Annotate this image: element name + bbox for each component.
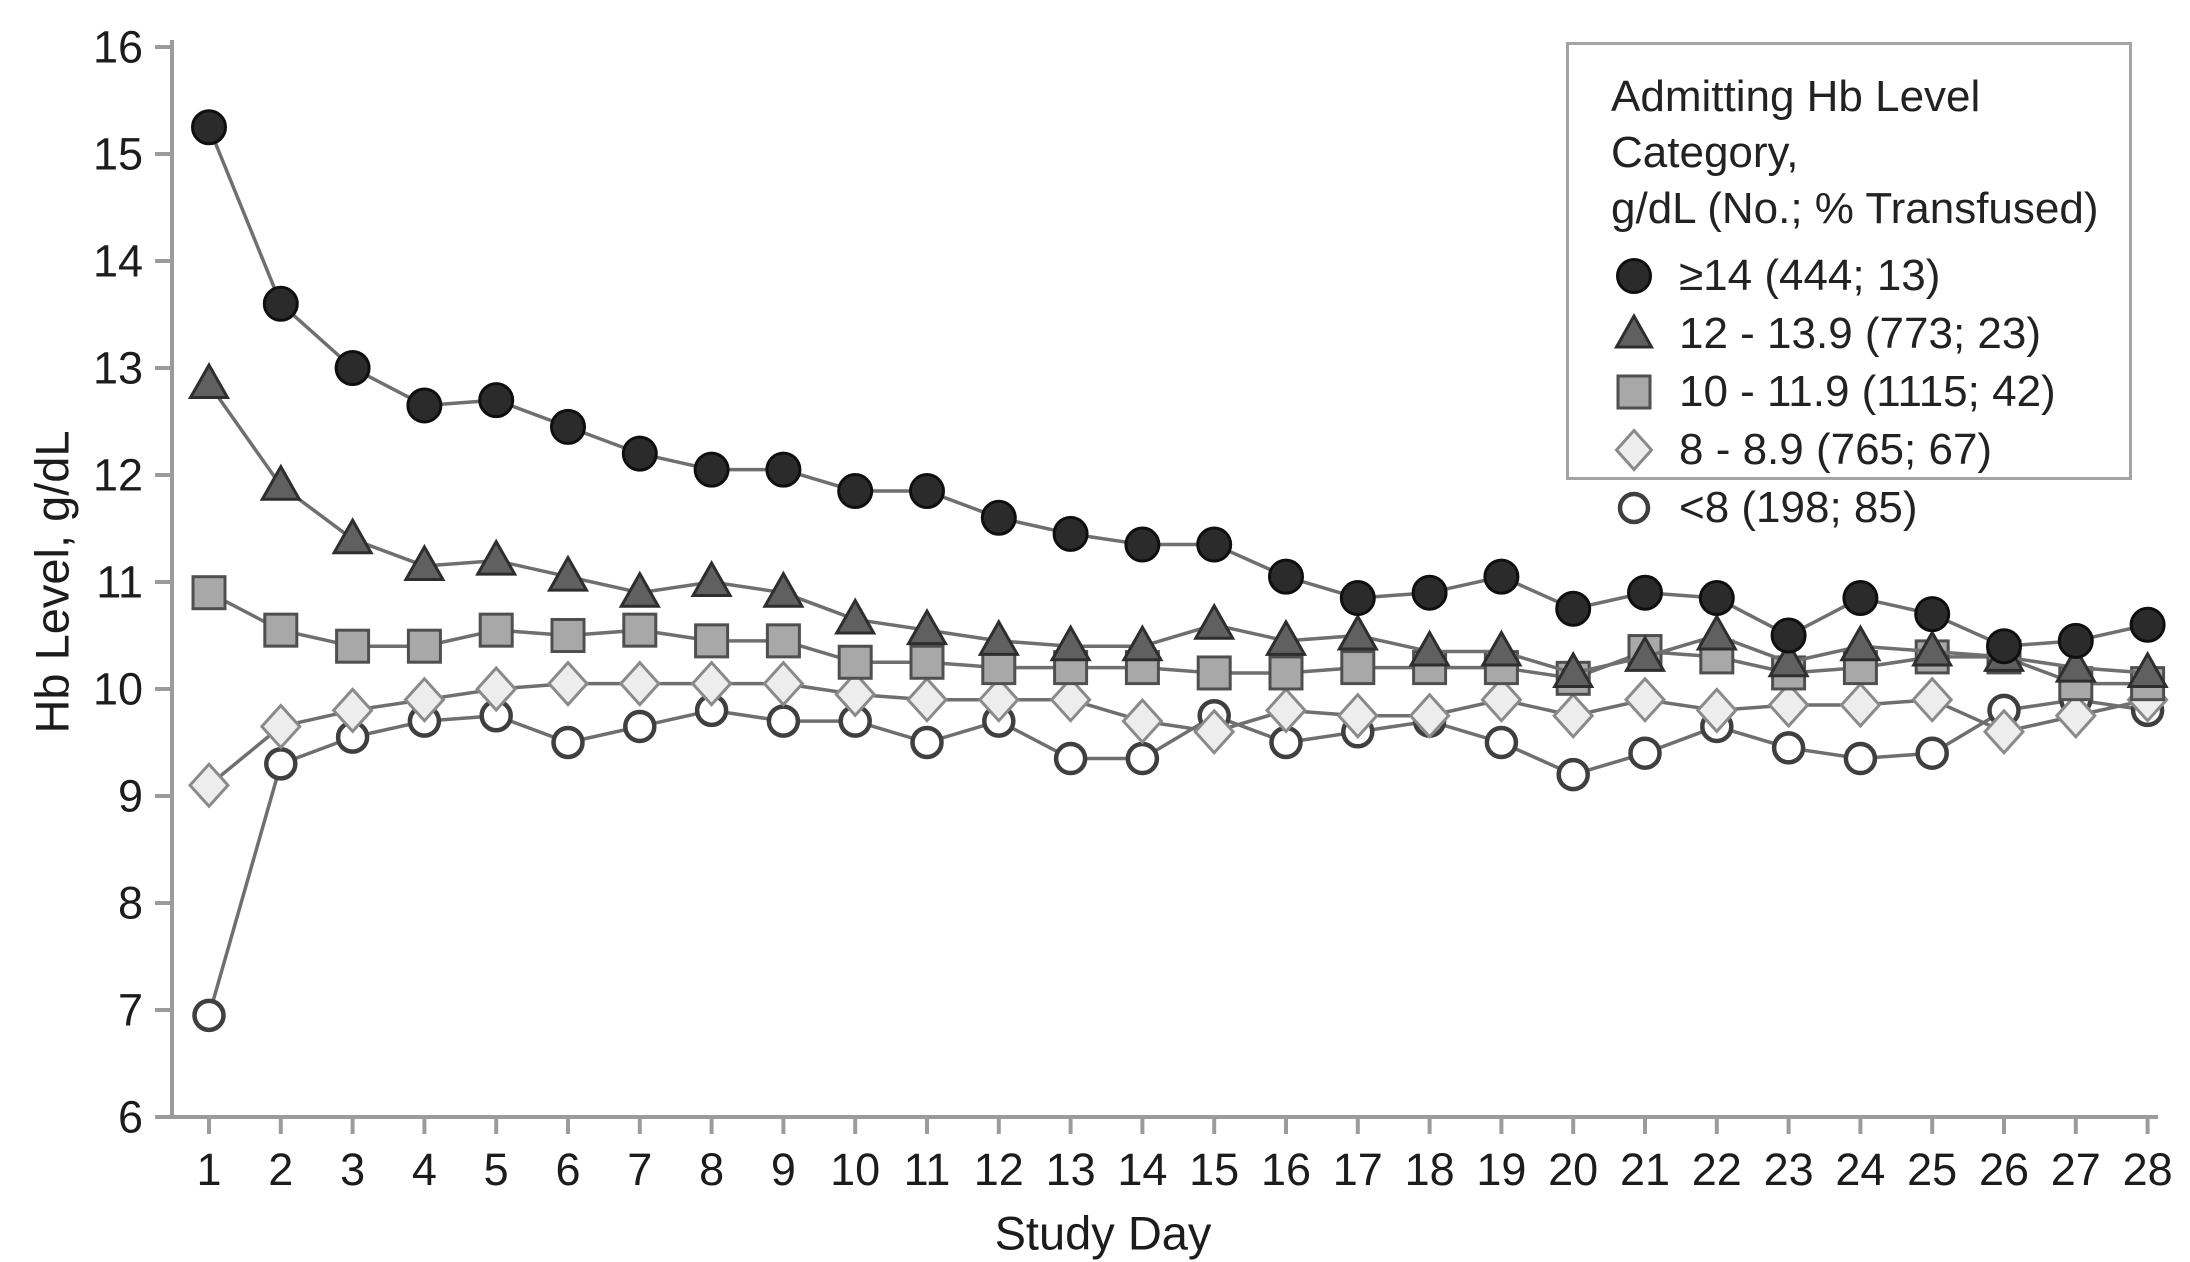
x-tick-label: 24 (1835, 1144, 1885, 1195)
x-tick-label: 15 (1189, 1144, 1239, 1195)
y-tick-label: 12 (93, 450, 143, 501)
y-tick-labels: 6 7 8 9 10 11 12 13 14 15 16 (93, 22, 143, 1143)
x-tick-label: 14 (1117, 1144, 1167, 1195)
series-open-circle (192, 682, 2165, 1033)
square-marker-icon (1611, 369, 1657, 415)
diamond-marker-icon (1611, 427, 1657, 473)
x-tick-label: 11 (904, 1144, 951, 1195)
x-tick-label: 20 (1548, 1144, 1598, 1195)
legend-item: 12 - 13.9 (773; 23) (1611, 305, 2129, 363)
x-tick-label: 22 (1692, 1144, 1742, 1195)
triangle-marker-icon (1611, 311, 1657, 357)
x-tick-label: 25 (1907, 1144, 1957, 1195)
legend-title: Admitting Hb Level Category, g/dL (No.; … (1569, 45, 2129, 247)
series-diamond (187, 660, 2169, 809)
series-circle (191, 109, 2166, 665)
x-tick-label: 28 (2123, 1144, 2173, 1195)
y-tick-label: 7 (118, 985, 143, 1036)
y-tick-label: 11 (96, 557, 143, 608)
y-tick-label: 13 (93, 343, 143, 394)
x-tick-label: 19 (1476, 1144, 1526, 1195)
x-tick-label: 23 (1764, 1144, 1814, 1195)
y-tick-label: 15 (93, 129, 143, 180)
y-tick-label: 14 (93, 236, 143, 287)
legend-title-line2: g/dL (No.; % Transfused) (1611, 184, 2099, 233)
x-tick-label: 4 (412, 1144, 437, 1195)
series-triangle (187, 362, 2169, 688)
x-tick-label: 21 (1620, 1144, 1670, 1195)
circle-marker-icon (1611, 253, 1657, 299)
x-tick-label: 3 (340, 1144, 365, 1195)
x-tick-label: 7 (627, 1144, 652, 1195)
y-tick-label: 9 (118, 771, 143, 822)
x-tick-labels: 1 2 3 4 5 6 7 8 9 10 11 12 13 14 15 16 17 18 19 20 21 22 23 24 2… (196, 1144, 2172, 1195)
x-tick-label: 27 (2051, 1144, 2101, 1195)
legend-rows: ≥14 (444; 13) 12 - 13.9 (773; 23) 10 - 11.… (1569, 247, 2129, 537)
legend: Admitting Hb Level Category, g/dL (No.; … (1566, 42, 2132, 532)
legend-item-label: 8 - 8.9 (765; 67) (1679, 425, 1993, 474)
y-tick-label: 8 (118, 878, 143, 929)
axes (155, 40, 2158, 1134)
y-tick-label: 6 (118, 1092, 143, 1143)
x-tick-label: 13 (1046, 1144, 1096, 1195)
legend-item: ≥14 (444; 13) (1611, 247, 2129, 305)
y-axis-title: Hb Level, g/dL (25, 430, 79, 734)
x-tick-label: 9 (771, 1144, 796, 1195)
x-tick-label: 12 (974, 1144, 1024, 1195)
x-tick-label: 2 (268, 1144, 293, 1195)
legend-title-line1: Admitting Hb Level Category, (1611, 72, 1981, 177)
series-square (191, 575, 2166, 702)
open-circle-marker-icon (1611, 485, 1657, 531)
legend-item: 10 - 11.9 (1115; 42) (1611, 363, 2129, 421)
legend-item-label: 10 - 11.9 (1115; 42) (1679, 367, 2056, 416)
x-tick-label: 16 (1261, 1144, 1311, 1195)
legend-item-label: <8 (198; 85) (1679, 483, 1918, 532)
legend-item: <8 (198; 85) (1611, 479, 2129, 537)
x-tick-label: 6 (555, 1144, 580, 1195)
x-tick-label: 17 (1333, 1144, 1383, 1195)
x-tick-label: 26 (1979, 1144, 2029, 1195)
legend-item: 8 - 8.9 (765; 67) (1611, 421, 2129, 479)
x-axis-title: Study Day (994, 1206, 1212, 1260)
legend-item-label: ≥14 (444; 13) (1679, 251, 1941, 300)
x-tick-label: 18 (1405, 1144, 1455, 1195)
x-tick-label: 8 (699, 1144, 724, 1195)
legend-item-label: 12 - 13.9 (773; 23) (1679, 309, 2042, 358)
x-tick-label: 1 (196, 1144, 221, 1195)
x-tick-label: 5 (484, 1144, 509, 1195)
y-tick-label: 10 (93, 664, 143, 715)
x-tick-label: 10 (830, 1144, 880, 1195)
y-tick-label: 16 (93, 22, 143, 73)
